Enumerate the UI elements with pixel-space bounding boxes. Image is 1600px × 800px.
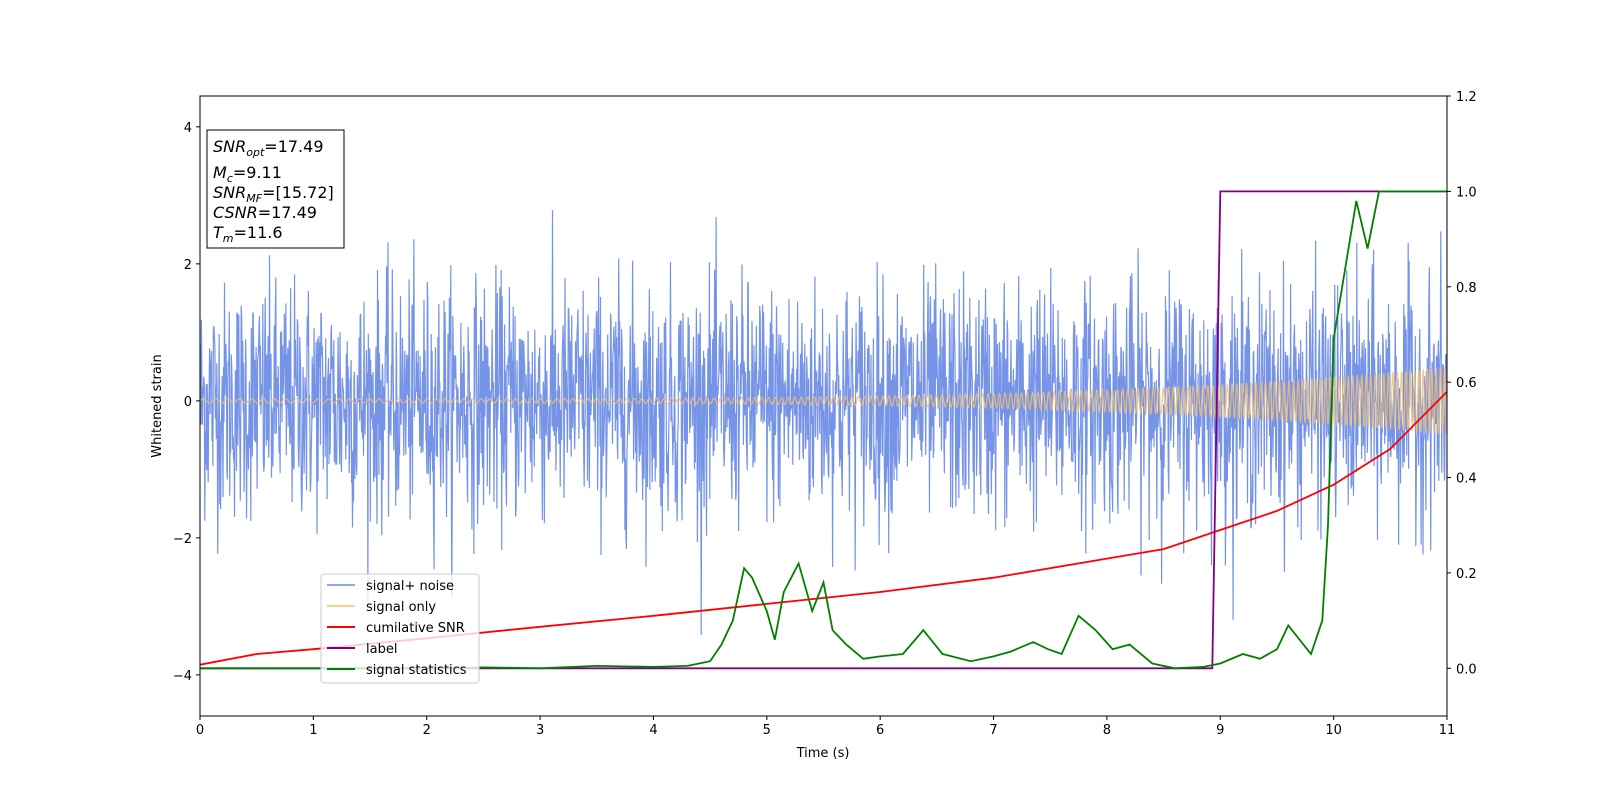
series-signal-only [200,367,1447,435]
x-tick-label: 8 [1103,723,1111,738]
x-tick-label: 9 [1216,723,1224,738]
x-tick-label: 1 [309,723,317,738]
series-signal-statistics [200,190,1447,670]
x-tick-label: 2 [423,723,431,738]
y-right-tick-label: 1.0 [1456,185,1477,200]
y-left-tick-label: −4 [173,669,192,684]
x-tick-label: 5 [763,723,771,738]
y-left-tick-label: 4 [184,121,192,136]
series-label [200,190,1447,670]
x-tick-label: 6 [876,723,884,738]
x-tick-label: 11 [1439,723,1456,738]
info-box-line: SNRopt=17.49 [213,137,324,159]
x-tick-label: 0 [196,723,204,738]
y-right-tick-label: 0.2 [1456,567,1477,582]
legend-label: signal only [366,600,436,615]
y-left-tick-label: 2 [184,258,192,273]
y-right-tick-label: 0.8 [1456,281,1477,296]
legend: signal+ noise signal only cumilative SNR la… [320,573,480,684]
axes: 0 1 2 3 4 5 6 7 8 9 10 11 −4 −2 0 2 4 0.0 0.2 0.4 0.6 0.8 1.0 1… [173,90,1477,738]
y-axis-label: Whitened strain [150,354,165,457]
legend-label: signal+ noise [366,579,454,594]
series-signal-noise [200,210,1447,636]
info-box-line: SNRMF=[15.72] [213,183,334,205]
info-box-line: Tm=11.6 [213,223,283,245]
y-right-tick-label: 0.6 [1456,376,1477,391]
y-right-tick-label: 1.2 [1456,90,1477,105]
info-box-frame [206,129,345,249]
x-axis-label: Time (s) [796,746,850,761]
y-right-tick-label: 0.4 [1456,472,1477,487]
info-box-line: Mc=9.11 [213,163,282,185]
legend-frame [320,573,480,684]
plot-frame [199,95,1448,717]
x-tick-label: 3 [536,723,544,738]
x-tick-label: 10 [1325,723,1342,738]
legend-label: cumilative SNR [366,621,465,636]
y-right-tick-label: 0.0 [1456,662,1477,677]
x-tick-label: 7 [989,723,997,738]
x-tick-label: 4 [649,723,657,738]
info-box-line: CSNR=17.49 [213,203,317,222]
y-left-tick-label: −2 [173,532,192,547]
legend-label: label [366,642,397,657]
legend-label: signal statistics [366,663,467,678]
info-box: SNRopt=17.49 Mc=9.11SNRMF=[15.72]CSNR=17.… [206,129,345,249]
y-left-tick-label: 0 [184,395,192,410]
